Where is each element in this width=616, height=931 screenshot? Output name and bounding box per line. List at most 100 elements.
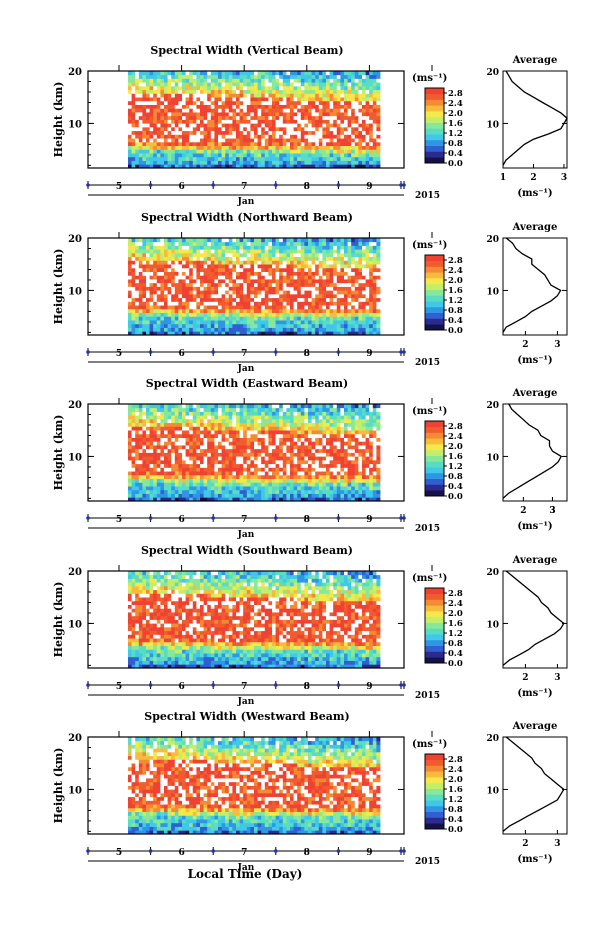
heatmap-cell [293,138,298,143]
heatmap-cell [135,316,140,321]
heatmap-cell [297,160,302,165]
heatmap-cell [333,256,338,261]
heatmap-cell [347,156,352,161]
heatmap-cell [369,104,374,109]
heatmap-cell [351,249,356,254]
heatmap-cell [246,145,251,150]
heatmap-cell [221,426,226,431]
heatmap-cell [185,282,190,287]
heatmap-cell [182,256,186,261]
heatmap-cell [311,100,316,105]
heatmap-cell [286,452,291,457]
heatmap-cell [131,275,136,280]
heatmap-cell [297,241,302,246]
heatmap-cell [167,463,172,468]
heatmap-cell [272,108,276,113]
heatmap-cell [221,467,226,472]
heatmap-cell [246,456,251,461]
heatmap-cell [279,415,284,420]
heatmap-cell [362,145,366,150]
heatmap-cell [214,141,219,147]
heatmap-cell [250,275,255,280]
heatmap-cell [174,104,179,109]
heatmap-cell [275,130,280,135]
heatmap-cell [246,100,251,105]
heatmap-cell [200,164,204,169]
heatmap-cell [362,156,366,161]
heatmap-cell [174,134,179,139]
heatmap-cell [153,119,158,124]
heatmap-cell [254,100,258,105]
heatmap-cell [131,160,136,165]
heatmap-cell [135,445,140,450]
heatmap-cell [275,327,280,332]
heatmap-cell [308,112,312,117]
heatmap-cell [142,108,147,113]
heatmap-cell [254,497,258,502]
heatmap-cell [272,286,276,291]
heatmap-cell [228,323,233,328]
heatmap-cell [315,119,320,124]
heatmap-cell [239,271,244,276]
heatmap-cell [340,130,345,135]
heatmap-cell [372,89,377,94]
heatmap-cell [308,297,312,302]
heatmap-cell [221,422,226,427]
heatmap-cell [156,145,161,150]
heatmap-cell [257,415,262,420]
heatmap-cell [297,156,302,161]
heatmap-cell [279,456,284,461]
heatmap-cell [228,308,233,314]
heatmap-cell [308,323,312,328]
heatmap-cell [297,286,302,291]
heatmap-cell [156,71,161,76]
heatmap-cell [318,134,323,139]
heatmap-cell [214,245,219,250]
heatmap-cell [228,279,233,284]
heatmap-cell [221,160,226,165]
heatmap-cell [362,331,366,336]
heatmap-cell [167,85,172,91]
heatmap-cell [236,308,240,314]
heatmap-cell [128,445,132,450]
heatmap-cell [142,89,147,94]
heatmap-cell [203,430,208,435]
heatmap-cell [246,78,251,83]
heatmap-cell [207,71,212,76]
heatmap-cell [138,404,143,409]
heatmap-cell [128,82,132,87]
heatmap-cell [203,316,208,321]
heatmap-cell [246,415,251,420]
heatmap-cell [372,282,377,287]
heatmap-cell [210,404,215,409]
heatmap-cell [228,433,233,438]
heatmap-cell [189,293,194,299]
heatmap-cell [264,115,269,120]
heatmap-cell [128,320,132,325]
heatmap-cell [369,156,374,161]
heatmap-cell [210,108,215,113]
heatmap-cell [135,422,140,427]
heatmap-cell [214,74,219,79]
heatmap-cell [239,282,244,287]
heatmap-cell [304,138,309,143]
heatmap-cell [156,437,161,442]
heatmap-cell [279,249,284,254]
heatmap-cell [182,426,186,431]
heatmap-cell [365,320,370,325]
heatmap-cell [164,482,168,487]
heatmap-cell [142,489,147,494]
heatmap-cell [236,149,240,154]
heatmap-cell [225,411,230,416]
heatmap-cell [264,249,269,254]
heatmap-cell [135,407,140,412]
heatmap-cell [275,471,280,476]
heatmap-cell [210,279,215,284]
heatmap-cell [196,448,201,453]
heatmap-cell [344,119,348,124]
heatmap-cell [218,433,222,438]
heatmap-cell [376,130,381,135]
heatmap-cell [167,478,172,483]
heatmap-cell [200,320,204,325]
heatmap-cell [243,312,248,317]
